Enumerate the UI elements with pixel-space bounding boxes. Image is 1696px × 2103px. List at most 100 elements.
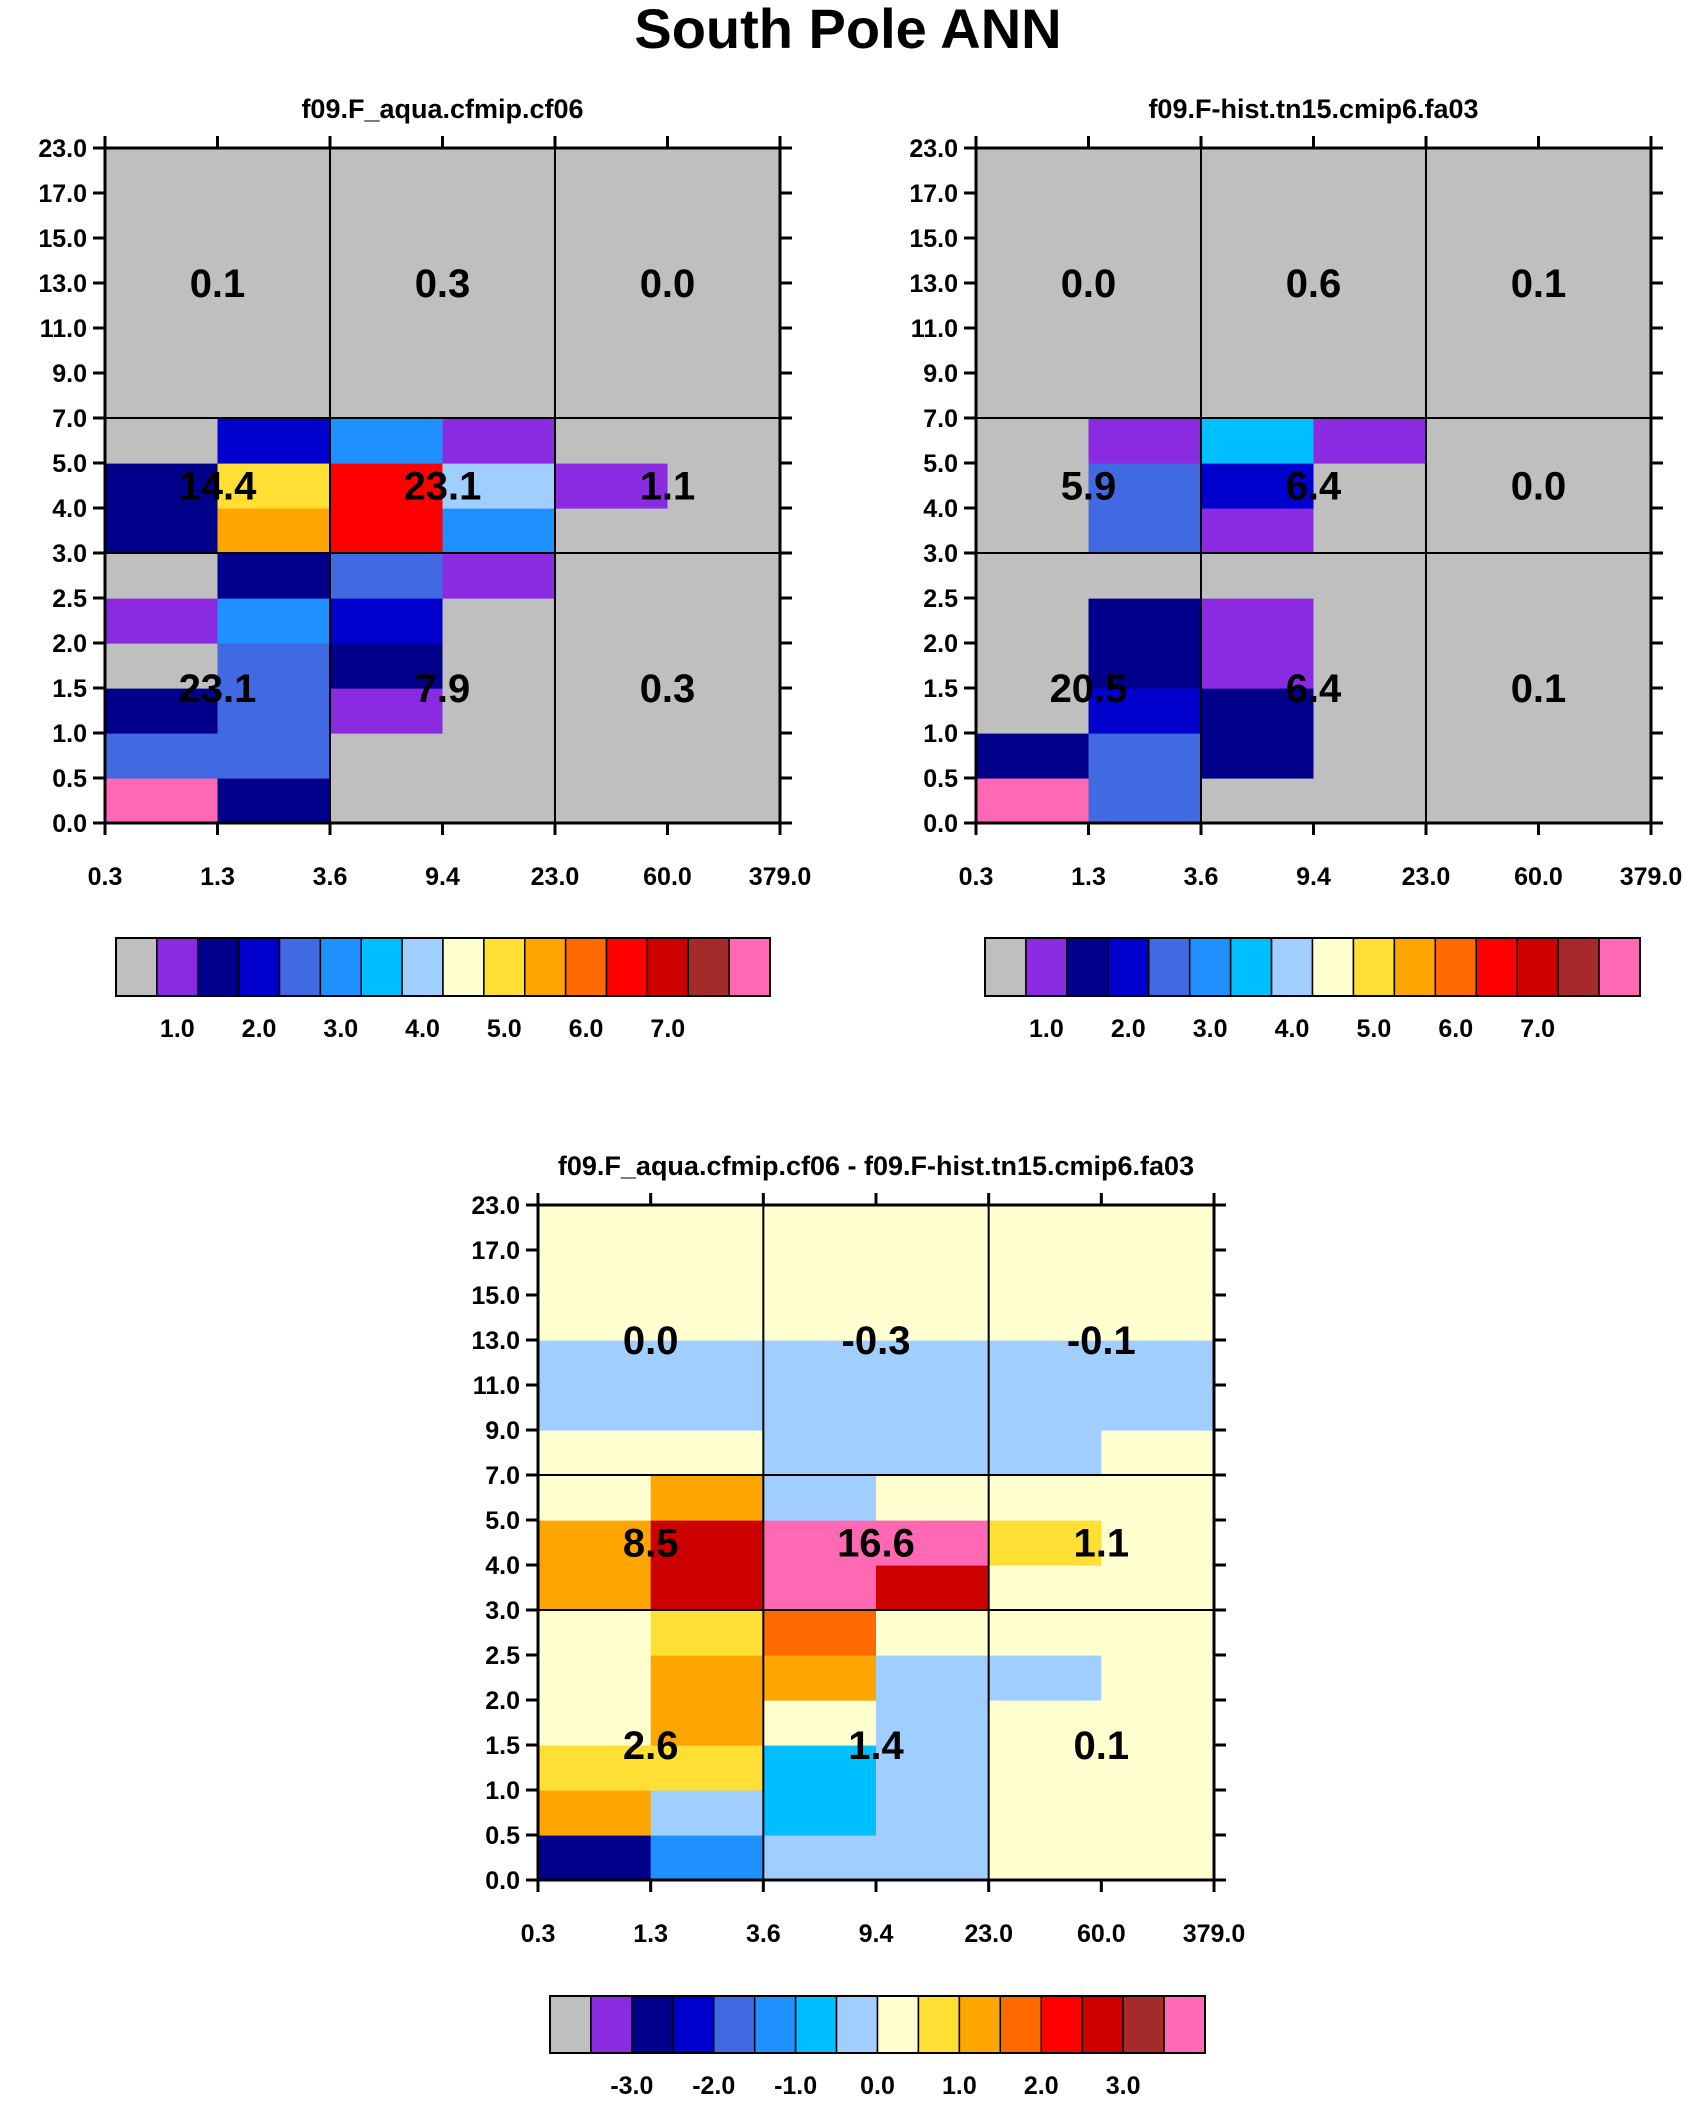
group-total-label: 8.5 — [623, 1522, 679, 1566]
colorbar-frame — [115, 937, 771, 997]
panel-difference: f09.F_aqua.cfmip.cf06 - f09.F-hist.tn15.… — [471, 1151, 1245, 2100]
y-tick-label: 5.0 — [52, 450, 87, 478]
panel-title: f09.F-hist.tn15.cmip6.fa03 — [1148, 94, 1478, 124]
heatmap-cell — [538, 1700, 652, 1746]
heatmap-cell — [1538, 283, 1652, 329]
colorbar-box — [1557, 937, 1600, 997]
heatmap-cell — [988, 1340, 1102, 1386]
heatmap-cell — [976, 643, 1090, 689]
heatmap-cell — [442, 328, 556, 374]
heatmap-cell — [1201, 553, 1315, 599]
heatmap-cell — [763, 1610, 877, 1656]
group-total-label: 1.1 — [640, 465, 696, 509]
heatmap-cell — [763, 1835, 877, 1881]
heatmap-cell — [1538, 643, 1652, 689]
colorbar-label: 4.0 — [405, 1015, 440, 1043]
group-total-label: 1.4 — [848, 1724, 904, 1768]
y-tick-label: 0.0 — [485, 1867, 520, 1895]
y-tick-label: 11.0 — [911, 315, 958, 343]
colorbar-box — [1025, 937, 1068, 997]
heatmap-cell — [538, 1250, 652, 1296]
colorbar-box — [197, 937, 240, 997]
heatmap-cell — [1088, 463, 1202, 509]
heatmap-cell — [555, 508, 669, 554]
heatmap-cell — [667, 508, 781, 554]
heatmap-cell — [538, 1745, 652, 1791]
y-tick-label: 9.0 — [52, 360, 87, 388]
y-tick-label: 5.0 — [485, 1507, 520, 1535]
group-total-label: -0.1 — [1067, 1319, 1136, 1363]
heatmap-cell — [650, 1700, 764, 1746]
group-total-label: 0.3 — [415, 262, 471, 306]
heatmap-cell — [330, 553, 444, 599]
colorbar-label: 1.0 — [1029, 1015, 1064, 1043]
heatmap-cell — [667, 733, 781, 779]
heatmap-cell — [976, 778, 1090, 824]
colorbar-box — [1229, 937, 1273, 997]
y-tick-label: 23.0 — [909, 135, 958, 163]
heatmap-cell — [217, 418, 331, 464]
heatmap-cell — [1201, 688, 1315, 734]
y-tick-label: 2.5 — [52, 585, 87, 613]
heatmap-cell — [976, 733, 1090, 779]
heatmap-cell — [217, 373, 331, 419]
heatmap-cell — [555, 283, 669, 329]
y-tick-label: 2.0 — [485, 1687, 520, 1715]
heatmap-cell — [555, 328, 669, 374]
heatmap-cell — [1088, 238, 1202, 284]
heatmap-cell — [217, 148, 331, 194]
heatmap-cell — [1101, 1790, 1215, 1836]
heatmap-cell — [538, 1340, 652, 1386]
heatmap-cell — [1201, 643, 1315, 689]
heatmap-cell — [1313, 373, 1427, 419]
heatmap-cell — [330, 238, 444, 284]
panel-title: f09.F_aqua.cfmip.cf06 - f09.F-hist.tn15.… — [558, 1151, 1194, 1181]
x-tick-label: 9.4 — [1296, 863, 1331, 891]
heatmap-cell — [1426, 193, 1540, 239]
heatmap-cell — [217, 508, 331, 554]
heatmap-cell — [988, 1520, 1102, 1566]
heatmap-cell — [538, 1835, 652, 1881]
heatmap-cell — [976, 148, 1090, 194]
heatmap-cell — [650, 1250, 764, 1296]
heatmap-cell — [1201, 778, 1315, 824]
heatmap-cell — [988, 1610, 1102, 1656]
heatmap-cell — [1201, 418, 1315, 464]
colorbar-label: 0.0 — [860, 2072, 895, 2100]
group-total-label: 0.1 — [1511, 262, 1567, 306]
y-tick-label: 1.5 — [923, 675, 958, 703]
heatmap-cell — [667, 418, 781, 464]
heatmap-cell — [105, 148, 219, 194]
colorbar-box — [835, 1995, 879, 2054]
heatmap-cell — [555, 373, 669, 419]
colorbar-label: 3.0 — [1106, 2072, 1141, 2100]
heatmap-cell — [330, 283, 444, 329]
y-tick-label: 0.0 — [923, 810, 958, 838]
group-total-label: 0.0 — [1061, 262, 1117, 306]
x-tick-label: 3.6 — [1184, 863, 1219, 891]
heatmap-cell — [217, 778, 331, 824]
heatmap-cell — [763, 1385, 877, 1431]
heatmap-cell — [1088, 643, 1202, 689]
heatmap-cell — [1426, 148, 1540, 194]
heatmap-cell — [105, 643, 219, 689]
heatmap-cell — [442, 373, 556, 419]
group-total-label: 0.1 — [1511, 667, 1567, 711]
panel-model-a: f09.F_aqua.cfmip.cf06 0.3 1.3 3.6 9.4 23.0 60.… — [38, 94, 811, 1043]
heatmap-cell — [1426, 283, 1540, 329]
x-tick-label: 60.0 — [1514, 863, 1563, 891]
heatmap-cell — [876, 1295, 990, 1341]
heatmap-cell — [1538, 778, 1652, 824]
heatmap-cell — [988, 1835, 1102, 1881]
y-tick-label: 0.5 — [52, 765, 87, 793]
heatmap-cell — [442, 688, 556, 734]
heatmap-cell — [330, 463, 444, 509]
colorbar-box — [483, 937, 526, 997]
heatmap-cell — [976, 508, 1090, 554]
heatmap-cell — [667, 553, 781, 599]
y-tick-label: 2.5 — [485, 1642, 520, 1670]
heatmap-cell — [876, 1430, 990, 1476]
heatmap-cell — [442, 733, 556, 779]
heatmap-cell — [442, 283, 556, 329]
heatmap-cell — [1426, 643, 1540, 689]
